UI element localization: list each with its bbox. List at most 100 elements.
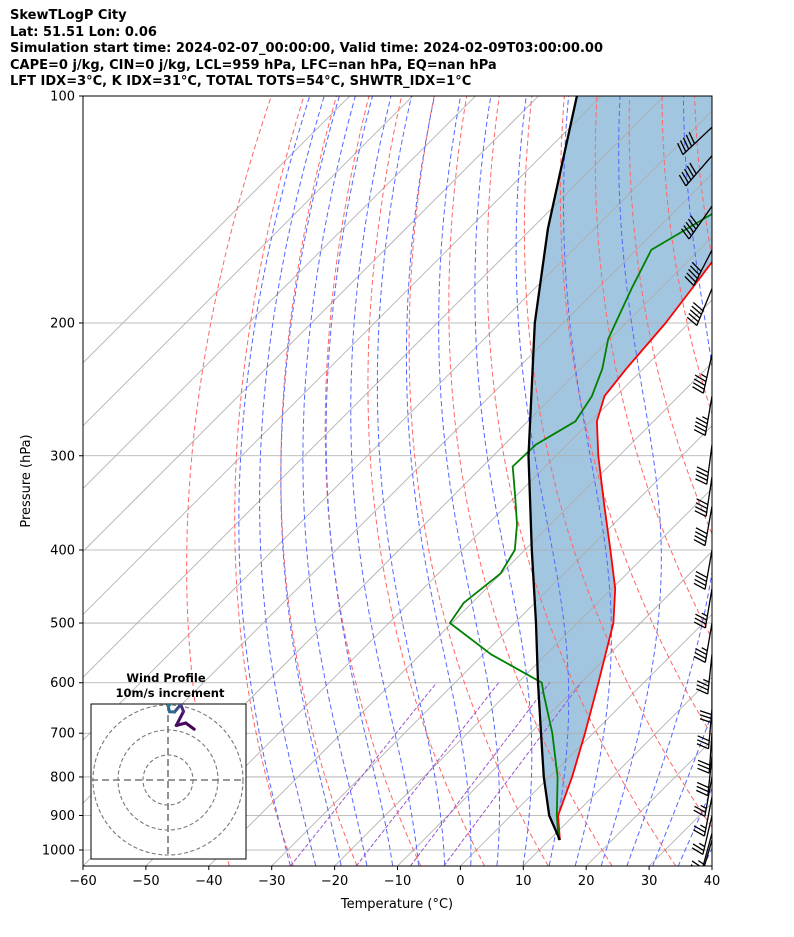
mixing-ratio-line — [443, 682, 582, 866]
isotherm-line — [83, 96, 539, 553]
wind-barb — [681, 205, 712, 240]
dry-adiabat-line — [324, 96, 422, 866]
dry-adiabat-line — [367, 96, 485, 866]
dry-adiabat-line — [727, 96, 794, 866]
moist-adiabat-line — [626, 96, 712, 866]
chart-header: SkewTLogP City Lat: 51.51 Lon: 0.06 Simu… — [10, 8, 603, 91]
hodograph-segment — [166, 704, 173, 708]
wind-barb — [693, 776, 712, 817]
moist-adiabat-line — [350, 96, 420, 866]
x-tick-label: −20 — [321, 874, 348, 889]
y-tick-label: 100 — [50, 90, 75, 105]
y-tick-label: 300 — [50, 449, 75, 464]
x-tick-label: 30 — [641, 874, 658, 889]
station-title: SkewTLogP City — [10, 8, 127, 23]
isotherm-line — [83, 96, 602, 615]
moist-adiabat-line — [238, 96, 311, 866]
moist-adiabat-line — [405, 96, 472, 866]
wind-barb — [691, 815, 712, 856]
simulation-times: Simulation start time: 2024-02-07_00:00:… — [10, 41, 603, 56]
x-tick-label: −50 — [132, 874, 159, 889]
wind-barb — [676, 126, 712, 156]
hodograph-subtitle: 10m/s increment — [116, 686, 225, 700]
wind-profile-inset: Wind Profile 10m/s increment — [90, 659, 247, 860]
isotherm-line — [83, 110, 712, 741]
wind-barb — [693, 395, 712, 437]
x-tick-label: 40 — [704, 874, 721, 889]
dry-adiabat-line — [234, 96, 305, 866]
wind-barb — [678, 155, 712, 187]
dry-adiabat-line — [486, 96, 677, 866]
wind-barb — [703, 839, 712, 866]
isotherm-line — [523, 676, 712, 866]
isotherm-line — [83, 96, 665, 678]
moist-adiabat-line — [302, 96, 368, 866]
y-tick-label: 200 — [50, 316, 75, 331]
hodograph-title: Wind Profile — [126, 671, 206, 685]
moist-adiabat-line — [562, 96, 612, 866]
hodograph-segment — [177, 659, 179, 663]
moist-adiabat-line — [259, 96, 325, 866]
x-tick-label: −40 — [195, 874, 222, 889]
wind-barb — [696, 654, 712, 695]
axis-ticks: −60 −50 −40 −30 −20 −10 0 10 20 30 40 1000 900 800 700… — [42, 90, 720, 890]
y-tick-label: 500 — [50, 617, 75, 632]
moist-adiabat-line — [677, 787, 712, 866]
isotherm-line — [145, 299, 712, 866]
isotherm-line — [334, 488, 712, 866]
wind-barb — [694, 476, 712, 518]
wind-barb — [692, 354, 712, 394]
wind-barb — [693, 588, 712, 629]
moist-adiabat-line — [600, 96, 662, 866]
dry-adiabat-line — [694, 96, 712, 260]
station-location: Lat: 51.51 Lon: 0.06 — [10, 24, 157, 40]
x-tick-label: 10 — [515, 874, 532, 889]
wind-barbs — [676, 126, 712, 866]
dry-adiabat-line — [661, 96, 712, 416]
dry-adiabat-line — [523, 96, 712, 829]
x-tick-label: 0 — [456, 874, 464, 889]
isotherm-line — [208, 362, 712, 866]
moist-adiabat-line — [652, 712, 712, 866]
mixing-ratio-line — [355, 682, 499, 866]
hodograph-segment — [179, 663, 182, 671]
parcel-profile-line — [527, 96, 579, 841]
moist-adiabat-line — [325, 96, 394, 866]
hodograph-segment — [174, 710, 185, 727]
y-axis-label: Pressure (hPa) — [19, 434, 34, 527]
cin-shaded-area — [528, 96, 712, 834]
dry-adiabat-line — [628, 96, 712, 535]
x-tick-label: −10 — [384, 874, 411, 889]
mixing-ratio-line — [290, 682, 437, 866]
x-axis-label: Temperature (°C) — [340, 897, 453, 912]
temperature-profile-line — [557, 260, 712, 841]
stability-indices-1: CAPE=0 j/kg, CIN=0 j/kg, LCL=959 hPa, LF… — [10, 57, 497, 73]
y-tick-label: 900 — [50, 809, 75, 824]
dry-adiabat-line — [280, 96, 358, 866]
moist-adiabat-line — [515, 96, 570, 866]
x-tick-label: 20 — [578, 874, 595, 889]
wind-barb — [686, 288, 712, 326]
isotherm-line — [711, 865, 712, 866]
wind-barb — [695, 444, 712, 485]
sounding-traces — [449, 96, 712, 841]
isotherm-line — [397, 550, 712, 866]
stability-indices-2: LFT IDX=3°C, K IDX=31°C, TOTAL TOTS=54°C… — [10, 74, 472, 89]
dry-adiabat-line — [760, 96, 794, 866]
cape-cin-area — [528, 96, 712, 834]
isotherm-line — [83, 96, 413, 427]
moist-adiabat-line — [280, 96, 342, 866]
y-tick-label: 800 — [50, 770, 75, 785]
y-tick-label: 600 — [50, 676, 75, 691]
isotherm-line — [460, 613, 712, 866]
wind-barb — [693, 622, 712, 664]
moist-adiabat-line — [474, 96, 533, 866]
hodograph-segment — [173, 704, 183, 714]
y-tick-label: 700 — [50, 727, 75, 742]
wind-barb — [693, 796, 712, 837]
hodograph-segment — [184, 721, 196, 731]
y-tick-label: 400 — [50, 543, 75, 558]
mixing-ratio-line — [409, 682, 550, 866]
x-tick-label: −60 — [69, 874, 96, 889]
wind-barb — [699, 682, 712, 724]
